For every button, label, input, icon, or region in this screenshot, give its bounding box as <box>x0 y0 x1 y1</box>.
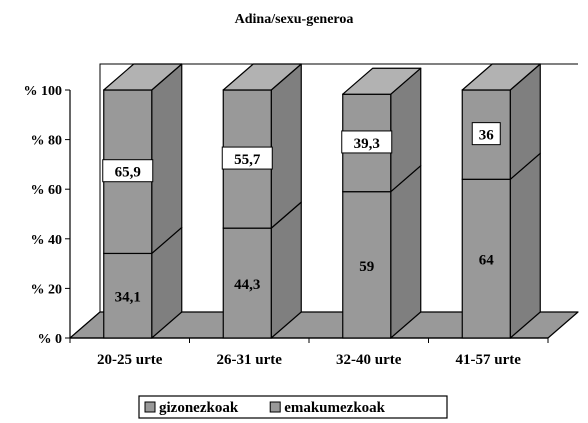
data-label-box <box>341 130 393 154</box>
x-tick-label: 41-57 urte <box>456 352 522 368</box>
legend: gizonezkoak emakumezkoak <box>138 395 448 419</box>
data-label-box <box>102 159 154 183</box>
data-label: 65,9 <box>115 165 141 181</box>
bar-segment <box>103 252 153 339</box>
x-tick-label: 20-25 urte <box>97 352 163 368</box>
y-tick-label: % 80 <box>31 134 63 149</box>
data-label-box <box>471 122 501 146</box>
bar-side-face <box>151 63 183 255</box>
legend-swatch <box>144 401 156 413</box>
bar-top-face <box>461 63 541 91</box>
x-tick-label: 26-31 urte <box>217 352 283 368</box>
bar-top-face <box>103 63 183 91</box>
bar-32-40 urte: 59 39,3 <box>341 67 422 339</box>
bar-side-face <box>390 165 422 339</box>
y-tick-label: % 20 <box>31 282 63 297</box>
data-label: 64 <box>479 253 495 269</box>
bar-segment <box>222 227 272 339</box>
x-tick-label: 32-40 urte <box>336 352 402 368</box>
data-label: 44,3 <box>234 277 260 293</box>
bar-segment <box>342 191 392 339</box>
legend-box <box>138 395 448 419</box>
y-tick-label: % 40 <box>31 233 63 248</box>
legend-label: emakumezkoak <box>284 400 385 416</box>
bar-segment <box>461 178 511 339</box>
y-tick-label: % 100 <box>24 84 63 99</box>
bar-top-face <box>342 67 422 95</box>
y-axis-ticks: % 0 % 20 % 40 % 60 % 80 % 100 <box>24 84 70 347</box>
data-label-box <box>221 146 273 170</box>
y-tick-label: % 0 <box>38 332 63 347</box>
legend-swatch <box>269 401 281 413</box>
data-label: 59 <box>359 259 374 275</box>
bar-20-25 urte: 34,1 65,9 <box>102 63 183 339</box>
data-label: 34,1 <box>115 290 141 306</box>
chart-title: Adina/sexu-generoa <box>235 12 354 27</box>
y-tick-label: % 60 <box>31 183 63 198</box>
bar-side-face <box>509 152 541 339</box>
data-label: 39,3 <box>354 136 380 152</box>
data-label: 36 <box>479 128 495 144</box>
x-axis-ticks: 20-25 urte 26-31 urte 32-40 urte 41-57 urte <box>69 338 549 368</box>
bar-top-face <box>222 63 302 91</box>
bar-26-31 urte: 44,3 55,7 <box>221 63 302 339</box>
bar-side-face <box>270 63 302 229</box>
data-label: 55,7 <box>234 152 261 168</box>
bars: 34,1 65,9 44,3 55,7 59 39,3 64 36 <box>102 63 541 339</box>
bar-41-57 urte: 64 36 <box>461 63 541 339</box>
legend-label: gizonezkoak <box>159 400 239 416</box>
